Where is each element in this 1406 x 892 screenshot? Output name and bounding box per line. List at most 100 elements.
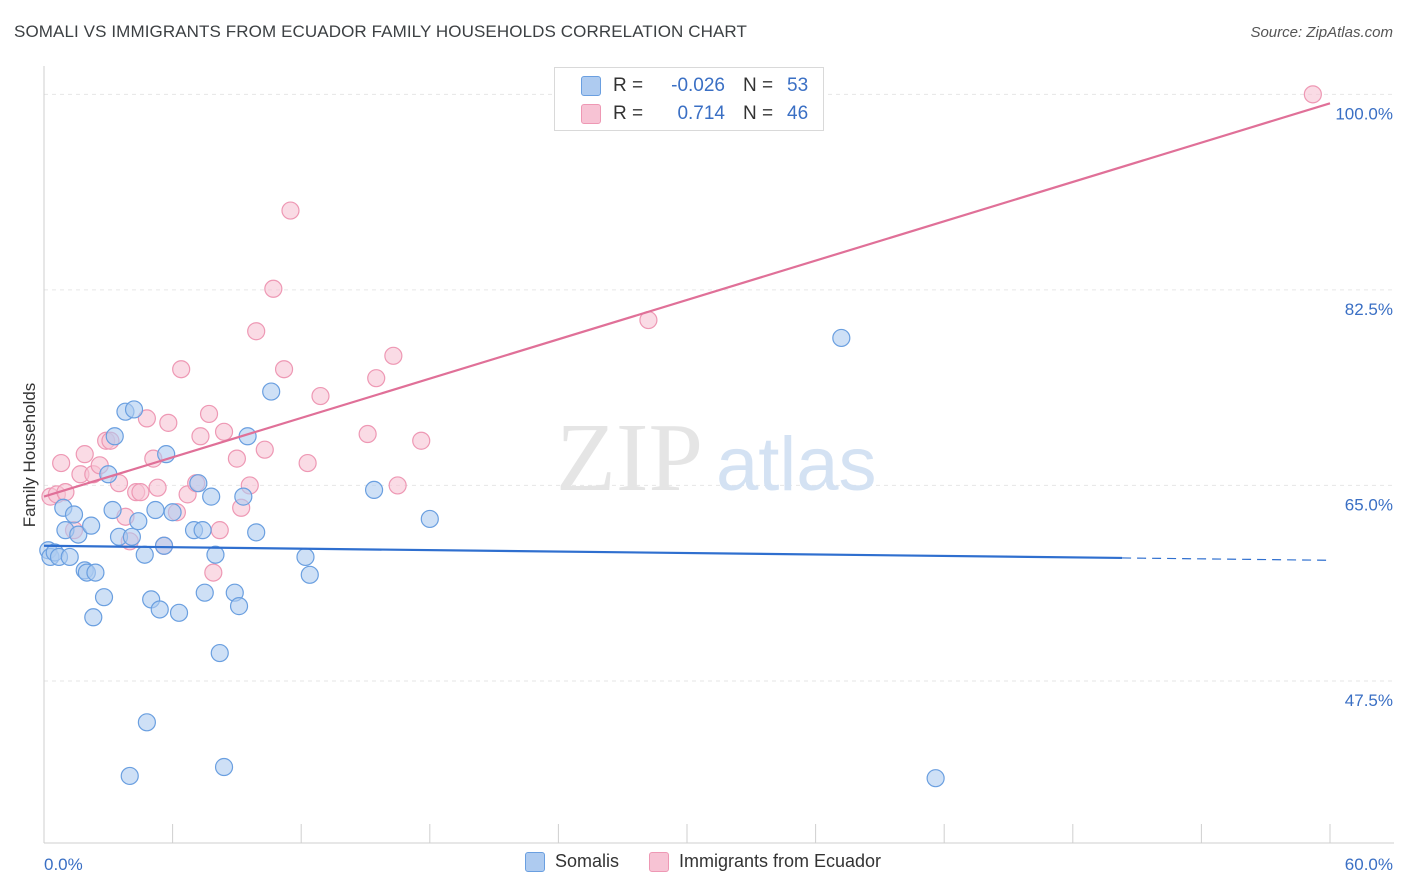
blue-data-point [202,487,221,506]
source-label: Source: ZipAtlas.com [1250,24,1393,41]
legend-label-somalis: Somalis [554,851,619,871]
blue-data-point [154,536,174,555]
stats-n-value: 46 [787,103,809,124]
blue-data-point [103,500,122,520]
legend-label-ecuador: Immigrants from Ecuador [678,851,882,871]
legend-item-somalis[interactable]: Somalis [524,851,619,872]
watermark: ZIP atlas [556,404,877,512]
blue-data-point [206,545,225,564]
blue-data-point [234,487,253,506]
blue-data-point [189,474,208,493]
pink-data-point [214,422,234,441]
watermark-zip: ZIP [556,404,703,512]
blue-data-point [82,516,101,535]
blue-data-point [84,608,103,627]
pink-data-point [204,563,223,582]
stats-r-label: R = [613,103,644,124]
blue-data-point [105,427,124,446]
blue-data-point [420,509,439,529]
legend: Somalis Immigrants from Ecuador [0,851,1406,872]
pink-data-point [227,449,246,468]
pink-data-point [388,476,407,495]
blue-data-point [229,597,249,616]
blue-data-point [120,766,139,786]
legend-swatch-pink [648,851,669,872]
tick-labels: 47.5% 65.0% 82.5% 100.0% 0.0% 60.0% [44,104,1393,874]
legend-swatch-blue [524,851,545,872]
x-tick-label: 60.0% [1345,855,1393,874]
legend-item-ecuador[interactable]: Immigrants from Ecuador [648,851,882,872]
y-tick-label: 82.5% [1345,300,1393,319]
x-tick-label: 0.0% [44,855,83,874]
pink-data-point [172,360,191,379]
blue-data-point [129,512,148,531]
pink-data-point [191,427,210,446]
pink-data-point [281,201,300,220]
pink-data-point [412,431,431,450]
blue-data-point [247,523,266,542]
y-tick-label: 65.0% [1345,495,1393,514]
stats-swatch-pink [581,104,601,124]
stats-n-label: N = [743,75,774,96]
blue-data-point [64,505,84,524]
pink-data-point [131,483,150,502]
pink-series-points [41,85,1322,582]
blue-data-point [926,769,945,788]
blue-data-point [86,563,105,582]
blue-data-point [300,565,319,584]
pink-trend-line [43,102,1331,498]
pink-data-point [210,521,229,540]
stats-row-ecuador: R = 0.714 N = 46 [555,100,808,128]
y-tick-label: 47.5% [1345,691,1393,710]
blue-data-point [60,547,79,567]
pink-data-point [264,279,283,298]
y-tick-label: 100.0% [1335,104,1393,123]
pink-data-point [367,369,386,388]
blue-data-point [210,643,229,663]
pink-data-point [137,409,156,428]
blue-data-point [169,603,189,622]
blue-data-point [262,382,281,401]
pink-data-point [75,445,94,464]
pink-data-point [52,453,71,473]
chart-title: SOMALI VS IMMIGRANTS FROM ECUADOR FAMILY… [14,22,747,41]
blue-data-point [364,480,384,500]
pink-data-point [159,413,178,432]
blue-data-point [135,545,154,564]
pink-data-point [358,424,377,444]
blue-data-point [124,400,144,419]
blue-data-point [214,757,234,777]
stats-n-label: N = [743,103,774,124]
stats-swatch-blue [581,76,601,96]
pink-data-point [311,386,330,406]
blue-data-point [296,547,315,567]
blue-data-point [193,521,212,540]
pink-data-point [1303,85,1322,104]
blue-data-point [69,525,88,544]
stats-n-value: 53 [787,75,809,96]
stats-r-value: 0.714 [677,103,725,124]
blue-data-point [146,500,165,520]
stats-r-label: R = [613,75,644,96]
pink-data-point [199,404,219,424]
stats-row-somalis: R = -0.026 N = 53 [555,72,808,100]
pink-data-point [274,360,294,379]
stats-r-value: -0.026 [671,75,725,96]
blue-data-point [163,503,182,522]
blue-series-points [39,328,945,788]
pink-data-point [384,346,403,365]
blue-data-point [150,600,169,619]
pink-data-point [148,478,167,497]
blue-trend-extension [1122,557,1331,561]
trend-lines [43,102,1331,561]
grid-lines [44,93,1394,682]
blue-trend-line [43,544,1123,560]
watermark-atlas: atlas [716,422,877,507]
axes [43,66,1394,844]
pink-data-point [255,440,274,459]
blue-data-point [137,713,156,732]
blue-data-point [195,583,214,602]
pink-data-point [247,322,266,341]
blue-data-point [122,527,141,546]
